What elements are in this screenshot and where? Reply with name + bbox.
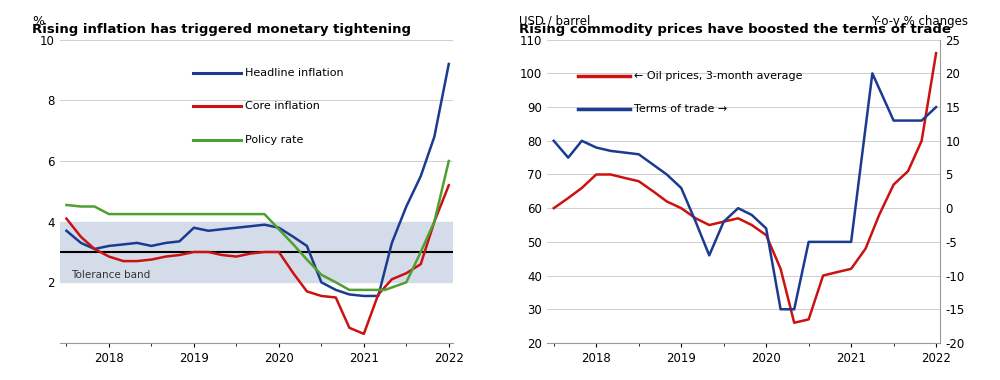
Text: ← Oil prices, 3-month average: ← Oil prices, 3-month average <box>634 71 802 81</box>
Text: Policy rate: Policy rate <box>245 135 303 145</box>
Text: Rising commodity prices have boosted the terms of trade: Rising commodity prices have boosted the… <box>519 23 951 36</box>
Text: Y-o-y % changes: Y-o-y % changes <box>871 14 968 28</box>
Text: Terms of trade →: Terms of trade → <box>634 105 727 114</box>
Bar <box>60 222 453 282</box>
Text: Headline inflation: Headline inflation <box>245 68 343 78</box>
Text: USD / barrel: USD / barrel <box>519 14 591 28</box>
Text: %: % <box>32 14 44 28</box>
Text: Tolerance band: Tolerance band <box>71 270 150 280</box>
Text: Rising inflation has triggered monetary tightening: Rising inflation has triggered monetary … <box>32 23 411 36</box>
Text: Core inflation: Core inflation <box>245 101 319 111</box>
